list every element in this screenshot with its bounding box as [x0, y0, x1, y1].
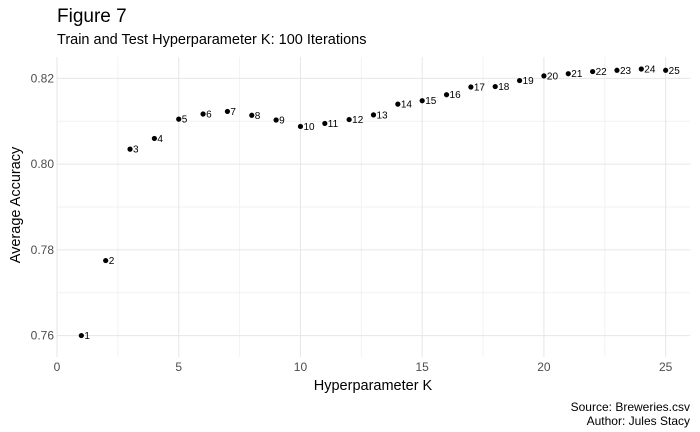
data-point-label: 19	[523, 76, 535, 87]
data-point-label: 13	[377, 110, 389, 121]
data-point	[200, 111, 206, 117]
y-axis-title: Average Accuracy	[8, 146, 24, 263]
data-point	[468, 84, 474, 90]
data-point-label: 20	[547, 71, 559, 82]
data-point-label: 8	[255, 111, 261, 122]
data-point	[103, 257, 109, 264]
data-point-label: 22	[596, 67, 608, 78]
x-tick-label: 10	[294, 360, 308, 374]
caption-source: Source: Breweries.csv	[570, 400, 690, 414]
data-point	[322, 120, 328, 127]
y-tick-label: 0.76	[31, 329, 55, 343]
data-point	[249, 112, 255, 118]
data-point-label: 25	[669, 66, 681, 77]
data-point-label: 12	[352, 115, 364, 126]
x-tick-label: 15	[416, 360, 430, 374]
data-point	[346, 116, 352, 123]
figure-caption: Source: Breweries.csv Author: Jules Stac…	[571, 400, 690, 428]
data-point-label: 11	[328, 119, 339, 130]
x-axis-title: Hyperparameter K	[314, 378, 433, 394]
data-point-label: 5	[182, 115, 188, 126]
y-tick-label: 0.80	[31, 157, 55, 171]
data-point	[151, 135, 157, 142]
data-point	[638, 66, 644, 72]
axis-ticks: 0 5 10 15 20 250.760.780.800.82	[31, 71, 673, 374]
data-point	[78, 332, 84, 339]
data-point-label: 24	[644, 65, 656, 76]
caption-author: Author: Jules Stacy	[586, 414, 690, 428]
data-point-label: 7	[230, 107, 236, 118]
data-point	[395, 101, 401, 107]
data-point	[370, 112, 377, 118]
figure-title: Figure 7	[57, 6, 127, 27]
data-point	[614, 67, 620, 73]
y-tick-label: 0.82	[31, 71, 55, 85]
data-point-label: 10	[303, 122, 315, 133]
data-point-label: 14	[401, 100, 413, 111]
data-point	[273, 117, 279, 123]
data-point-label: 9	[279, 116, 285, 127]
data-point	[443, 92, 450, 98]
data-point-label: 1	[84, 331, 90, 342]
grid-lines	[56, 57, 690, 357]
data-point	[176, 116, 182, 122]
data-point-label: 21	[571, 69, 583, 80]
x-tick-label: 0	[54, 360, 61, 374]
data-point-label: 17	[474, 83, 486, 94]
data-point-label: 2	[109, 256, 115, 267]
data-point	[541, 73, 547, 79]
y-tick-label: 0.78	[31, 243, 55, 257]
data-point-label: 6	[206, 110, 212, 121]
figure-subtitle: Train and Test Hyperparameter K: 100 Ite…	[57, 32, 367, 48]
data-point-label: 18	[498, 82, 510, 93]
x-tick-label: 5	[175, 360, 182, 374]
data-point-label: 16	[450, 90, 462, 101]
x-tick-label: 25	[659, 360, 673, 374]
data-point	[663, 67, 669, 73]
data-point	[565, 71, 571, 77]
x-tick-label: 20	[537, 360, 551, 374]
data-point	[516, 77, 523, 84]
data-point-label: 15	[425, 96, 437, 107]
data-point	[492, 83, 498, 90]
data-point	[297, 123, 304, 130]
data-point	[127, 146, 133, 152]
data-point	[419, 98, 425, 104]
data-point-label: 23	[620, 66, 632, 77]
data-point-label: 3	[133, 145, 139, 156]
data-point	[590, 68, 596, 75]
data-point-label: 4	[157, 134, 163, 145]
data-point	[224, 108, 231, 115]
